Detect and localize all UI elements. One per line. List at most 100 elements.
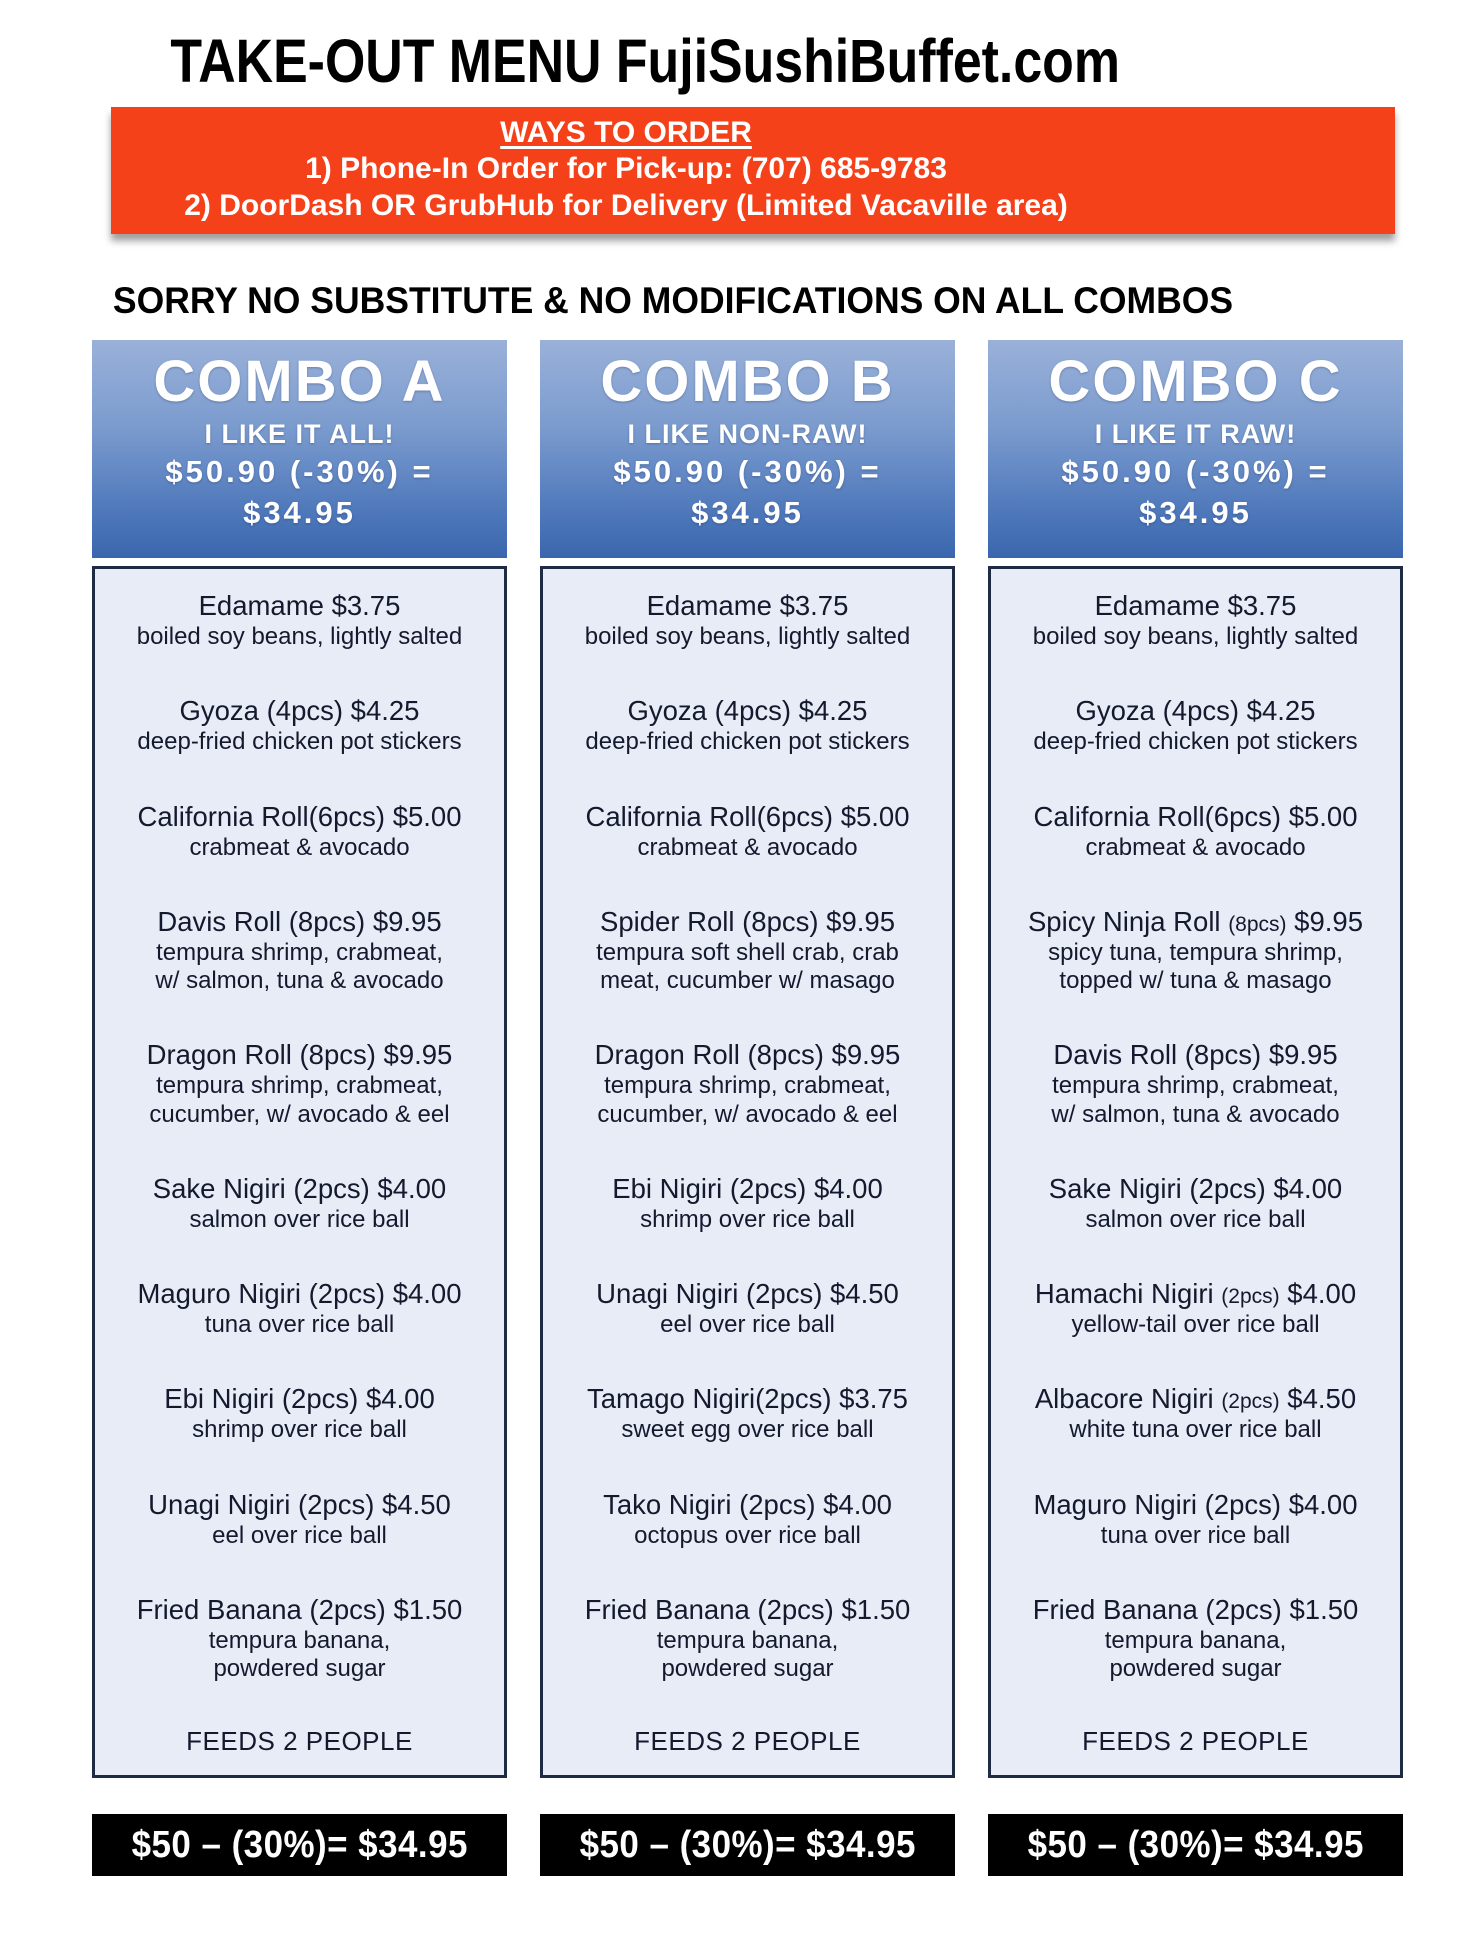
- order-option-pickup: 1) Phone-In Order for Pick-up: (707) 685…: [305, 152, 947, 186]
- menu-item: Tamago Nigiri(2pcs) $3.75 sweet egg over …: [547, 1382, 948, 1444]
- combo-header: COMBO C I LIKE IT RAW! $50.90 (-30%) = $34.…: [988, 340, 1403, 559]
- menu-item-name: Dragon Roll (8pcs) $9.95: [594, 1039, 901, 1071]
- menu-item-name: Dragon Roll (8pcs) $9.95: [146, 1039, 453, 1071]
- menu-item-name: Spicy Ninja Roll (8pcs) $9.95: [1027, 905, 1364, 937]
- description-line: crabmeat & avocado: [637, 833, 858, 861]
- menu-item-name: Davis Roll (8pcs) $9.95: [157, 905, 442, 937]
- menu-item: Gyoza (4pcs) $4.25 deep-fried chicken pot…: [99, 694, 500, 756]
- menu-item-name: Unagi Nigiri (2pcs) $4.50: [148, 1488, 451, 1520]
- menu-item-name: Davis Roll (8pcs) $9.95: [1053, 1039, 1338, 1071]
- menu-item-name: Spider Roll (8pcs) $9.95: [599, 905, 895, 937]
- menu-item-description: shrimp over rice ball: [547, 1206, 948, 1234]
- menu-item: California Roll(6pcs) $5.00 crabmeat & av…: [99, 800, 500, 862]
- menu-item-name: Sake Nigiri (2pcs) $4.00: [152, 1172, 447, 1204]
- description-line: white tuna over rice ball: [1069, 1416, 1322, 1444]
- menu-item: Ebi Nigiri (2pcs) $4.00 shrimp over rice …: [547, 1172, 948, 1234]
- combo-column-c: COMBO C I LIKE IT RAW! $50.90 (-30%) = $34.…: [988, 340, 1403, 1877]
- menu-item: Unagi Nigiri (2pcs) $4.50 eel over rice b…: [547, 1277, 948, 1339]
- menu-item-description: tempura shrimp, crabmeat, w/ salmon, tuna…: [99, 939, 500, 996]
- deal-price-bar: $50 – (30%)= $34.95: [988, 1814, 1403, 1877]
- description-line: boiled soy beans, lightly salted: [1032, 623, 1359, 651]
- combo-tagline: I LIKE IT RAW!: [1094, 419, 1297, 450]
- description-line: tempura shrimp, crabmeat,: [156, 1072, 443, 1100]
- combo-item-list: Edamame $3.75 boiled soy beans, lightly s…: [92, 566, 507, 1779]
- combo-name: COMBO C: [1048, 349, 1343, 415]
- description-line: eel over rice ball: [660, 1311, 835, 1339]
- menu-item-description: tempura banana, powdered sugar: [547, 1627, 948, 1684]
- menu-item-name: Unagi Nigiri (2pcs) $4.50: [596, 1278, 899, 1310]
- description-line: deep-fried chicken pot stickers: [585, 728, 910, 756]
- menu-item: Fried Banana (2pcs) $1.50 tempura banana,…: [995, 1593, 1396, 1684]
- description-line: cucumber, w/ avocado & eel: [597, 1100, 898, 1128]
- menu-item-description: tempura shrimp, crabmeat, cucumber, w/ av…: [99, 1072, 500, 1129]
- description-line: octopus over rice ball: [634, 1521, 861, 1549]
- description-line: shrimp over rice ball: [640, 1205, 855, 1233]
- ways-to-order-text: WAYS TO ORDER 1) Phone-In Order for Pick…: [111, 115, 1141, 224]
- deal-price-text: $50 – (30%)= $34.95: [1027, 1823, 1364, 1866]
- description-line: boiled soy beans, lightly salted: [584, 623, 911, 651]
- menu-item-description: boiled soy beans, lightly salted: [547, 623, 948, 651]
- menu-item: Hamachi Nigiri (2pcs) $4.00 yellow-tail o…: [995, 1277, 1396, 1339]
- menu-item-name: Gyoza (4pcs) $4.25: [179, 695, 420, 727]
- menu-item-name: Tamago Nigiri(2pcs) $3.75: [587, 1383, 908, 1415]
- menu-page: TAKE-OUT MENU FujiSushiBuffet.com WAYS T…: [0, 27, 1484, 1877]
- menu-item-description: spicy tuna, tempura shrimp, topped w/ tun…: [995, 939, 1396, 996]
- menu-item-name: Fried Banana (2pcs) $1.50: [1032, 1593, 1359, 1625]
- description-line: eel over rice ball: [212, 1521, 387, 1549]
- order-option-delivery: 2) DoorDash OR GrubHub for Delivery (Lim…: [184, 188, 1068, 222]
- menu-item-description: boiled soy beans, lightly salted: [99, 623, 500, 651]
- description-line: tempura soft shell crab, crab: [596, 938, 899, 966]
- menu-item: Sake Nigiri (2pcs) $4.00 salmon over rice…: [99, 1172, 500, 1234]
- description-line: crabmeat & avocado: [189, 833, 410, 861]
- combo-name: COMBO B: [600, 349, 895, 415]
- menu-item: Maguro Nigiri (2pcs) $4.00 tuna over rice…: [99, 1277, 500, 1339]
- combo-columns: COMBO A I LIKE IT ALL! $50.90 (-30%) = $34.…: [92, 340, 1405, 1877]
- menu-item-description: tempura shrimp, crabmeat, w/ salmon, tuna…: [995, 1072, 1396, 1129]
- menu-item: Edamame $3.75 boiled soy beans, lightly s…: [547, 589, 948, 651]
- description-line: boiled soy beans, lightly salted: [136, 623, 463, 651]
- combo-item-list: Edamame $3.75 boiled soy beans, lightly s…: [988, 566, 1403, 1779]
- menu-item-description: octopus over rice ball: [547, 1522, 948, 1550]
- deal-price-text: $50 – (30%)= $34.95: [131, 1823, 468, 1866]
- menu-item-name: Maguro Nigiri (2pcs) $4.00: [1033, 1488, 1358, 1520]
- ways-to-order-banner: WAYS TO ORDER 1) Phone-In Order for Pick…: [111, 107, 1395, 235]
- menu-item-name: Ebi Nigiri (2pcs) $4.00: [164, 1383, 435, 1415]
- menu-item-description: shrimp over rice ball: [99, 1416, 500, 1444]
- menu-item-name: Edamame $3.75: [1094, 590, 1297, 622]
- menu-item-description: tempura banana, powdered sugar: [99, 1627, 500, 1684]
- description-line: w/ salmon, tuna & avocado: [155, 967, 444, 995]
- menu-item-description: deep-fried chicken pot stickers: [995, 728, 1396, 756]
- combo-item-list: Edamame $3.75 boiled soy beans, lightly s…: [540, 566, 955, 1779]
- menu-item: Sake Nigiri (2pcs) $4.00 salmon over rice…: [995, 1172, 1396, 1234]
- menu-item-name: Ebi Nigiri (2pcs) $4.00: [612, 1172, 883, 1204]
- menu-item-name: Fried Banana (2pcs) $1.50: [584, 1593, 911, 1625]
- menu-item: Davis Roll (8pcs) $9.95 tempura shrimp, c…: [99, 905, 500, 996]
- description-line: deep-fried chicken pot stickers: [1033, 728, 1358, 756]
- feeds-note: FEEDS 2 PEOPLE: [634, 1726, 861, 1757]
- menu-item-name: Albacore Nigiri (2pcs) $4.50: [1034, 1383, 1357, 1415]
- description-line: tuna over rice ball: [1100, 1521, 1291, 1549]
- menu-item-description: tempura banana, powdered sugar: [995, 1627, 1396, 1684]
- ways-to-order-heading: WAYS TO ORDER: [500, 116, 752, 150]
- menu-item: Spicy Ninja Roll (8pcs) $9.95 spicy tuna,…: [995, 905, 1396, 996]
- feeds-note: FEEDS 2 PEOPLE: [1082, 1726, 1309, 1757]
- description-line: w/ salmon, tuna & avocado: [1051, 1100, 1340, 1128]
- description-line: tuna over rice ball: [204, 1311, 395, 1339]
- page-title: TAKE-OUT MENU FujiSushiBuffet.com: [170, 27, 1120, 95]
- deal-price-text: $50 – (30%)= $34.95: [579, 1823, 916, 1866]
- menu-item: Gyoza (4pcs) $4.25 deep-fried chicken pot…: [547, 694, 948, 756]
- menu-item-description: crabmeat & avocado: [99, 834, 500, 862]
- menu-item-description: yellow-tail over rice ball: [995, 1311, 1396, 1339]
- description-line: sweet egg over rice ball: [621, 1416, 874, 1444]
- menu-item-description: tempura shrimp, crabmeat, cucumber, w/ av…: [547, 1072, 948, 1129]
- menu-item-description: crabmeat & avocado: [995, 834, 1396, 862]
- menu-item: Tako Nigiri (2pcs) $4.00 octopus over ric…: [547, 1488, 948, 1550]
- menu-item: Fried Banana (2pcs) $1.50 tempura banana,…: [99, 1593, 500, 1684]
- menu-item-description: crabmeat & avocado: [547, 834, 948, 862]
- menu-item-name: Fried Banana (2pcs) $1.50: [136, 1593, 463, 1625]
- description-line: tempura banana,: [1104, 1626, 1287, 1654]
- menu-item: Dragon Roll (8pcs) $9.95 tempura shrimp, …: [99, 1038, 500, 1129]
- menu-item-description: salmon over rice ball: [995, 1206, 1396, 1234]
- menu-item-description: tuna over rice ball: [99, 1311, 500, 1339]
- combo-price-final: $34.95: [243, 495, 356, 531]
